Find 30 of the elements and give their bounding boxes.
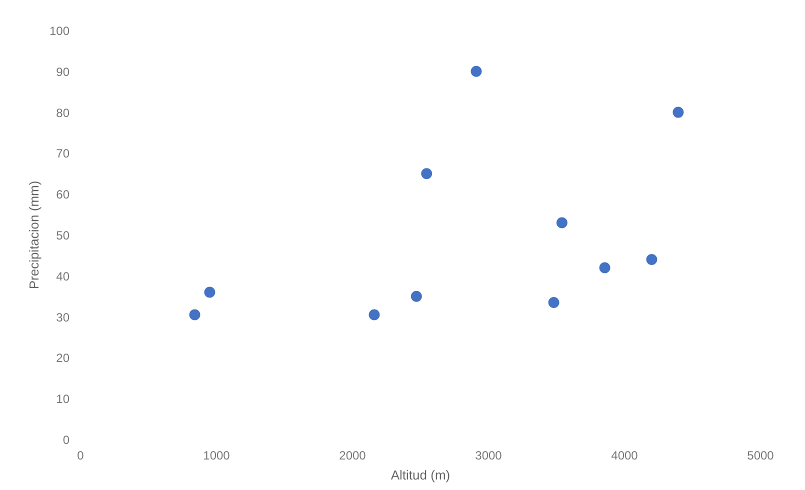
point bbox=[189, 309, 200, 320]
point bbox=[599, 262, 610, 274]
x-axis-title: Altitud (m) bbox=[390, 468, 450, 482]
x-tick-label: 4000 bbox=[611, 448, 638, 462]
y-tick-label: 100 bbox=[49, 24, 70, 38]
point bbox=[368, 309, 380, 320]
point bbox=[421, 168, 432, 180]
y-tick-label: 90 bbox=[56, 64, 70, 79]
x-tick-label: 5000 bbox=[747, 448, 774, 462]
y-tick-label: 70 bbox=[56, 146, 70, 161]
x-tick-label: 3000 bbox=[475, 448, 502, 462]
point bbox=[548, 296, 560, 308]
y-tick-label: 0 bbox=[62, 433, 70, 447]
point bbox=[204, 286, 216, 298]
point bbox=[556, 217, 568, 228]
x-tick-label: 0 bbox=[77, 448, 84, 462]
y-tick-label: 60 bbox=[56, 188, 70, 202]
x-tick-label: 2000 bbox=[339, 448, 366, 462]
y-tick-label: 50 bbox=[56, 228, 70, 242]
point bbox=[646, 254, 658, 266]
point bbox=[410, 290, 422, 302]
y-tick-label: 80 bbox=[56, 106, 70, 120]
y-tick-label: 10 bbox=[56, 392, 70, 406]
y-tick-label: 30 bbox=[56, 310, 70, 324]
y-tick-label: 20 bbox=[56, 351, 70, 366]
x-tick-label: 1000 bbox=[203, 448, 230, 462]
point bbox=[470, 66, 482, 77]
y-axis-title: Precipitacion (mm) bbox=[26, 180, 42, 290]
point bbox=[672, 106, 684, 118]
y-tick-label: 40 bbox=[56, 269, 70, 284]
